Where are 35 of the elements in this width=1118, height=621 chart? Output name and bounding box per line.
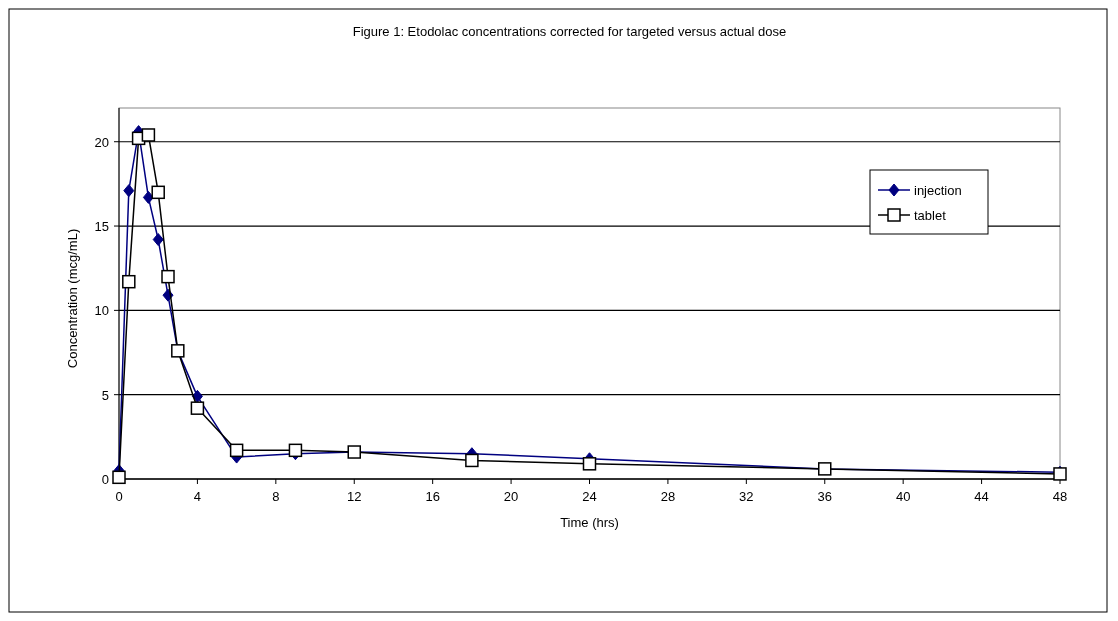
point [123,184,135,198]
x-tick-label: 4 [193,489,202,504]
x-tick-label: 48 [1052,489,1068,504]
y-tick-label: 20 [94,134,109,150]
y-axis-title: Concentration (mcg/mL) [65,228,80,369]
point [141,128,156,142]
point [465,453,479,468]
x-tick-label: 36 [817,489,832,504]
x-tick-label: 32 [739,489,754,504]
x-tick-label: 40 [895,489,911,504]
point [142,190,154,204]
y-tick-label: 10 [94,303,109,319]
point [161,269,175,284]
y-tick-label: 0 [101,472,109,487]
x-tick-label: 16 [425,489,440,504]
point [229,443,244,458]
point [582,457,597,471]
legend-label: tablet [914,208,947,223]
point [122,274,136,289]
point [112,470,126,485]
point [190,401,205,415]
x-tick-label: 44 [974,489,989,504]
x-tick-label: 20 [503,489,519,504]
x-tick-label: 8 [272,489,280,504]
x-tick-label: 28 [660,489,676,504]
legend-label: injection [914,183,962,198]
point [151,185,165,200]
chart-title: Figure 1: Etodolac concentrations corrected for targeted versus actual dose [352,24,787,39]
y-tick-label: 15 [94,219,109,235]
x-tick-label: 12 [347,489,362,504]
point [152,233,164,247]
x-tick-label: 0 [115,489,123,504]
y-tick-label: 5 [101,387,109,403]
x-tick-label: 24 [582,489,597,504]
x-axis-title: Time (hrs) [560,515,619,530]
